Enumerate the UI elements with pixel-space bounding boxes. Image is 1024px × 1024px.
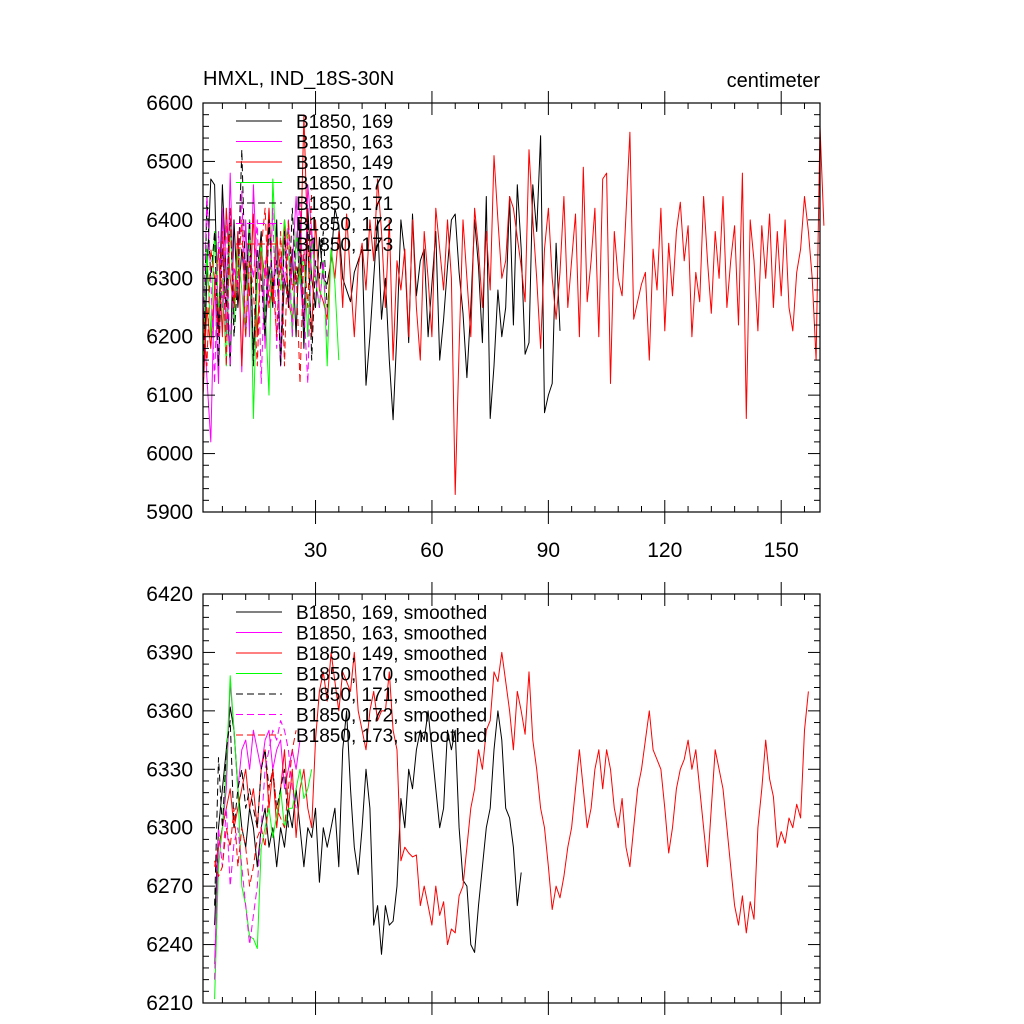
top-panel: 5900 6000 6100 6200 6300 6400 6500 6600 30 60 90 12… (146, 68, 825, 562)
series-line (202, 190, 328, 384)
legend-label: B1850, 172, smoothed (296, 706, 487, 727)
y-tick-label: 6210 (146, 992, 193, 1015)
legend-label: B1850, 149 (296, 153, 393, 174)
legend-label: B1850, 163, smoothed (296, 624, 487, 645)
plot-frame (202, 593, 821, 1004)
legend-label: B1850, 171, smoothed (296, 685, 487, 706)
y-tick-label: 6240 (146, 934, 193, 957)
y-tick-label: 6420 (146, 583, 193, 606)
y-tick-label: 6600 (146, 92, 193, 115)
legend-label: B1850, 149, smoothed (296, 644, 487, 665)
y-tick-label: 6390 (146, 641, 193, 664)
legend-label: B1850, 163 (296, 133, 393, 154)
series-line (214, 720, 297, 980)
y-tick-label: 6330 (146, 758, 193, 781)
legend-label: B1850, 169 (296, 112, 393, 133)
legend-label: B1850, 170 (296, 174, 393, 195)
legend-label: B1850, 173 (296, 235, 393, 256)
legend-label: B1850, 172 (296, 215, 393, 236)
y-tick-label: 6300 (146, 267, 193, 290)
y-tick-label: 6400 (146, 209, 193, 232)
chart-title: HMXL, IND_18S-30N (203, 68, 394, 90)
x-tick-label: 90 (537, 539, 560, 562)
x-tick-label: 120 (647, 539, 682, 562)
series-line (214, 675, 313, 1000)
x-tick-label: 60 (420, 539, 443, 562)
y-tick-label: 6000 (146, 443, 193, 466)
series-line (202, 114, 825, 495)
y-tick-label: 6500 (146, 150, 193, 173)
series-line (202, 190, 313, 384)
bottom-panel: 6210 6240 6270 6300 6330 6360 6390 6420 B1850, 1… (146, 582, 821, 1015)
y-tick-label: 6200 (146, 326, 193, 349)
series-line (214, 720, 289, 906)
units-label: centimeter (727, 70, 821, 92)
x-tick-label: 150 (764, 539, 799, 562)
legend-label: B1850, 171 (296, 194, 393, 215)
plot-frame (202, 102, 821, 513)
series-line (214, 651, 809, 946)
legend-label: B1850, 170, smoothed (296, 665, 487, 686)
y-tick-label: 5900 (146, 501, 193, 524)
legend-label: B1850, 169, smoothed (296, 603, 487, 624)
y-tick-label: 6100 (146, 384, 193, 407)
y-tick-label: 6360 (146, 700, 193, 723)
y-tick-label: 6300 (146, 817, 193, 840)
x-tick-label: 30 (304, 539, 327, 562)
series-line (214, 706, 522, 955)
legend-label: B1850, 173, smoothed (296, 726, 487, 747)
y-tick-label: 6270 (146, 875, 193, 898)
